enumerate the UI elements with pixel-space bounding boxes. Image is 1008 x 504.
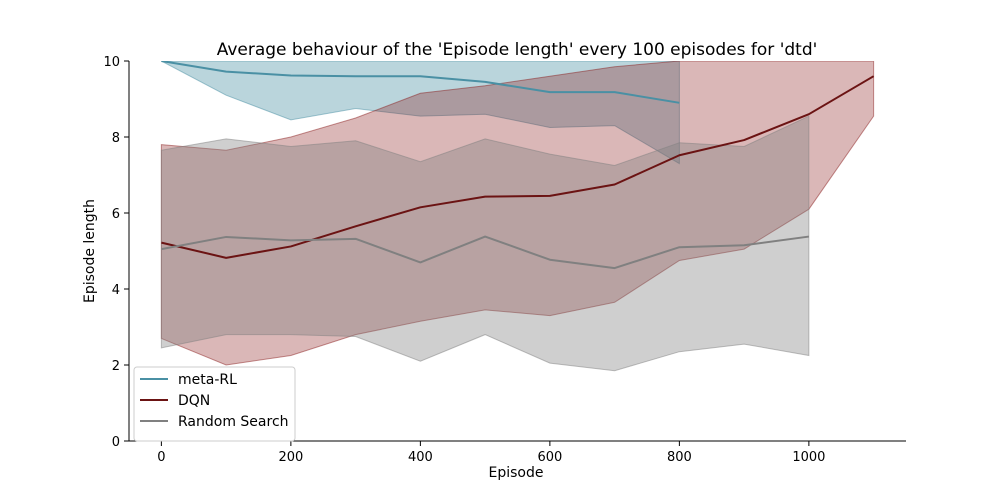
dqn-line [161,75,875,259]
y-tick-label: 0 [112,435,120,450]
y-tick-label: 8 [112,131,120,146]
series-lines [161,61,875,270]
x-tick-label: 0 [157,450,165,465]
x-tick-label: 1000 [792,450,825,465]
x-tick-label: 800 [667,450,692,465]
legend-box [133,366,296,442]
random-search-legend-label: Random Search [178,414,289,430]
x-tick-label: 600 [537,450,562,465]
random-search-band [160,115,810,372]
dqn-band [160,61,875,366]
confidence-bands [160,61,875,372]
meta-rl-band [161,61,680,165]
x-tick-label: 200 [278,450,303,465]
y-tick-label: 4 [112,283,120,298]
chart-title: Average behaviour of the 'Episode length… [217,40,818,60]
y-tick-label: 10 [103,55,120,70]
legend: meta-RL DQN Random Search [133,366,296,442]
x-tick-label: 400 [408,450,433,465]
y-axis-label: Episode length [82,199,98,303]
y-tick-label: 6 [112,207,120,222]
meta-rl-legend-label: meta-RL [178,372,237,388]
y-tick-label: 2 [112,359,120,374]
x-axis-label: Episode [489,465,544,481]
axes: 0 200 400 600 800 1000 0 2 4 6 8 10 [103,55,906,465]
dqn-legend-label: DQN [178,393,210,409]
